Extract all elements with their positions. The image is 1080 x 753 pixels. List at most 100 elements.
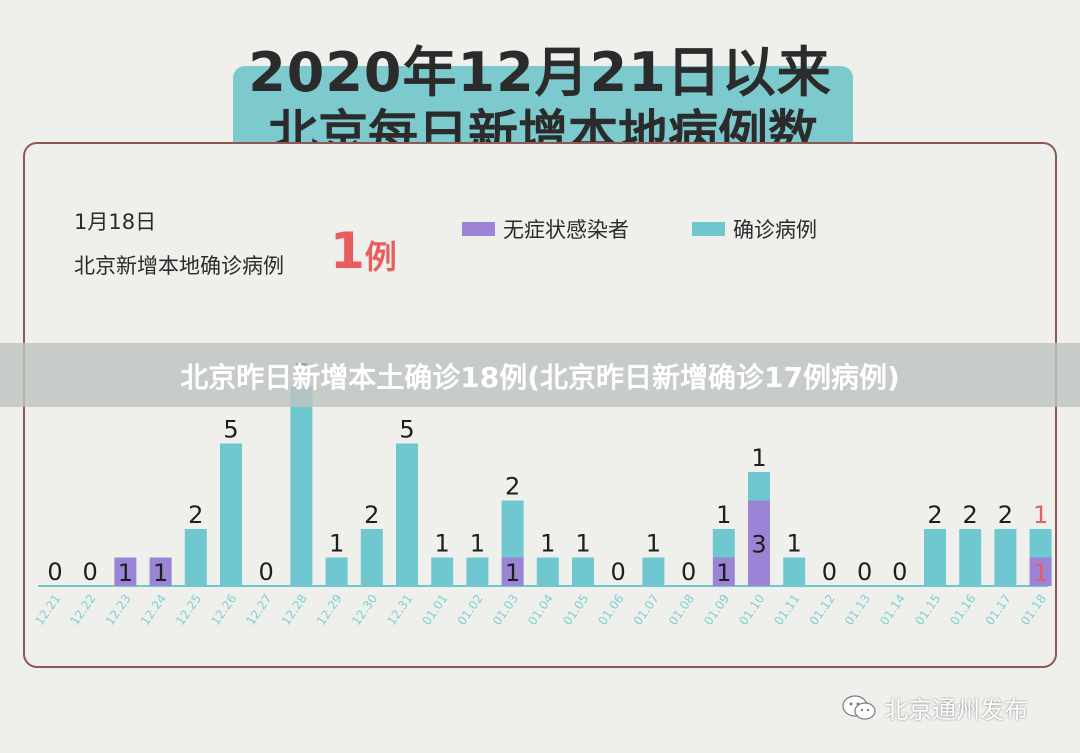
tick-label-01.14: 01.14: [877, 592, 908, 628]
tick-label-01.02: 01.02: [455, 592, 486, 628]
data-label-confirmed-12.26: 5: [223, 416, 238, 444]
data-label-confirmed-01.18: 1: [1033, 501, 1048, 529]
data-label-confirmed-12.30: 2: [364, 501, 379, 529]
data-label-confirmed-01.07: 1: [646, 530, 661, 558]
legend-confirmed: 确诊病例: [692, 214, 817, 244]
chart-title-line1: 2020年12月21日以来: [248, 41, 832, 104]
tick-label-01.08: 01.08: [666, 592, 697, 628]
bar-confirmed-01.04: [536, 557, 559, 586]
data-label-01.12: 0: [822, 558, 837, 586]
bar-confirmed-01.11: [783, 557, 806, 586]
data-label-01.06: 0: [611, 558, 626, 586]
headline-text: 北京昨日新增本土确诊18例(北京昨日新增确诊17例病例): [180, 361, 900, 394]
tick-label-01.01: 01.01: [419, 592, 450, 628]
tick-label-12.30: 12.30: [349, 592, 380, 628]
data-label-confirmed-01.10: 1: [751, 444, 766, 472]
bar-confirmed-12.31: [396, 443, 418, 586]
wechat-icon: [842, 694, 876, 720]
data-label-01.08: 0: [681, 558, 696, 586]
data-label-asymptomatic-12.23: 1: [118, 559, 133, 587]
tick-label-12.23: 12.23: [103, 592, 134, 628]
bar-confirmed-01.15: [924, 529, 946, 586]
tick-label-01.06: 01.06: [595, 592, 626, 628]
tick-label-01.13: 01.13: [842, 592, 873, 628]
data-label-confirmed-01.17: 2: [998, 501, 1013, 529]
bar-confirmed-01.17: [994, 529, 1017, 586]
bar-asymptomatic-12.23: [114, 557, 137, 586]
tick-label-12.21: 12.21: [32, 592, 63, 628]
data-label-confirmed-01.16: 2: [963, 501, 978, 529]
bar-confirmed-01.01: [431, 557, 454, 586]
data-label-asymptomatic-12.24: 1: [153, 559, 168, 587]
tick-label-12.22: 12.22: [67, 592, 98, 628]
tick-label-12.31: 12.31: [384, 592, 415, 628]
info-count: 1例: [330, 222, 397, 280]
tick-label-01.04: 01.04: [525, 592, 556, 628]
data-label-confirmed-01.05: 1: [575, 530, 590, 558]
watermark-text: 北京通州发布: [884, 696, 1028, 724]
info-date: 1月18日: [74, 210, 157, 234]
bar-asymptomatic-01.09: [712, 557, 735, 586]
bar-asymptomatic-01.03: [501, 557, 524, 586]
bar-confirmed-01.07: [642, 557, 665, 586]
data-label-01.14: 0: [892, 558, 907, 586]
data-label-12.27: 0: [259, 558, 274, 586]
data-label-confirmed-12.31: 5: [399, 416, 414, 444]
bar-confirmed-01.09: [712, 529, 735, 558]
bar-confirmed-01.18: [1029, 529, 1052, 558]
data-label-01.13: 0: [857, 558, 872, 586]
tick-label-01.10: 01.10: [736, 592, 767, 628]
bar-confirmed-01.10: [748, 472, 770, 501]
bar-confirmed-12.28: [290, 386, 313, 586]
data-label-asymptomatic-01.09: 1: [716, 559, 731, 587]
headline-overlay: 北京昨日新增本土确诊18例(北京昨日新增确诊17例病例): [0, 343, 1080, 407]
data-label-confirmed-01.04: 1: [540, 530, 555, 558]
tick-label-01.09: 01.09: [701, 592, 732, 628]
info-count-value: 1: [330, 222, 365, 280]
tick-label-01.05: 01.05: [560, 592, 591, 628]
bar-confirmed-12.26: [220, 443, 242, 586]
data-label-confirmed-01.11: 1: [787, 530, 802, 558]
data-label-asymptomatic-01.18: 1: [1033, 559, 1048, 587]
tick-label-12.25: 12.25: [173, 592, 204, 628]
legend-confirmed-label: 确诊病例: [733, 218, 817, 242]
tick-label-01.12: 01.12: [807, 592, 838, 628]
data-label-confirmed-01.03: 2: [505, 473, 520, 501]
data-label-12.22: 0: [83, 558, 98, 586]
tick-label-12.24: 12.24: [138, 592, 169, 628]
legend-asymptomatic-label: 无症状感染者: [503, 218, 629, 242]
bar-asymptomatic-12.24: [149, 557, 172, 586]
tick-label-12.27: 12.27: [243, 592, 274, 628]
tick-label-01.03: 01.03: [490, 592, 521, 628]
tick-label-01.18: 01.18: [1018, 592, 1049, 628]
info-count-unit: 例: [364, 238, 397, 276]
bar-confirmed-01.02: [466, 557, 489, 586]
legend-confirmed-swatch: [692, 222, 725, 236]
data-label-confirmed-01.01: 1: [435, 530, 450, 558]
tick-label-01.07: 01.07: [631, 592, 662, 628]
bar-asymptomatic-01.10: [748, 500, 770, 586]
tick-label-01.16: 01.16: [947, 592, 978, 628]
tick-label-01.15: 01.15: [912, 592, 943, 628]
data-label-12.21: 0: [47, 558, 62, 586]
bar-confirmed-12.25: [184, 529, 207, 586]
bar-confirmed-12.30: [360, 529, 383, 586]
watermark: 北京通州发布: [842, 690, 1028, 725]
bar-confirmed-01.05: [572, 557, 594, 586]
tick-label-01.11: 01.11: [771, 592, 802, 628]
legend-asymptomatic-swatch: [462, 222, 495, 236]
info-label: 北京新增本地确诊病例: [74, 254, 284, 278]
data-label-confirmed-01.09: 1: [716, 501, 731, 529]
bar-confirmed-01.16: [959, 529, 982, 586]
data-label-confirmed-01.15: 2: [927, 501, 942, 529]
data-label-confirmed-01.02: 1: [470, 530, 485, 558]
data-label-confirmed-12.25: 2: [188, 501, 203, 529]
legend-asymptomatic: 无症状感染者: [462, 214, 629, 244]
bar-confirmed-01.03: [501, 500, 524, 558]
bar-asymptomatic-01.18: [1029, 557, 1052, 586]
data-label-confirmed-12.29: 1: [329, 530, 344, 558]
data-label-asymptomatic-01.03: 1: [505, 559, 520, 587]
tick-label-12.26: 12.26: [208, 592, 239, 628]
data-label-asymptomatic-01.10: 3: [751, 530, 766, 558]
